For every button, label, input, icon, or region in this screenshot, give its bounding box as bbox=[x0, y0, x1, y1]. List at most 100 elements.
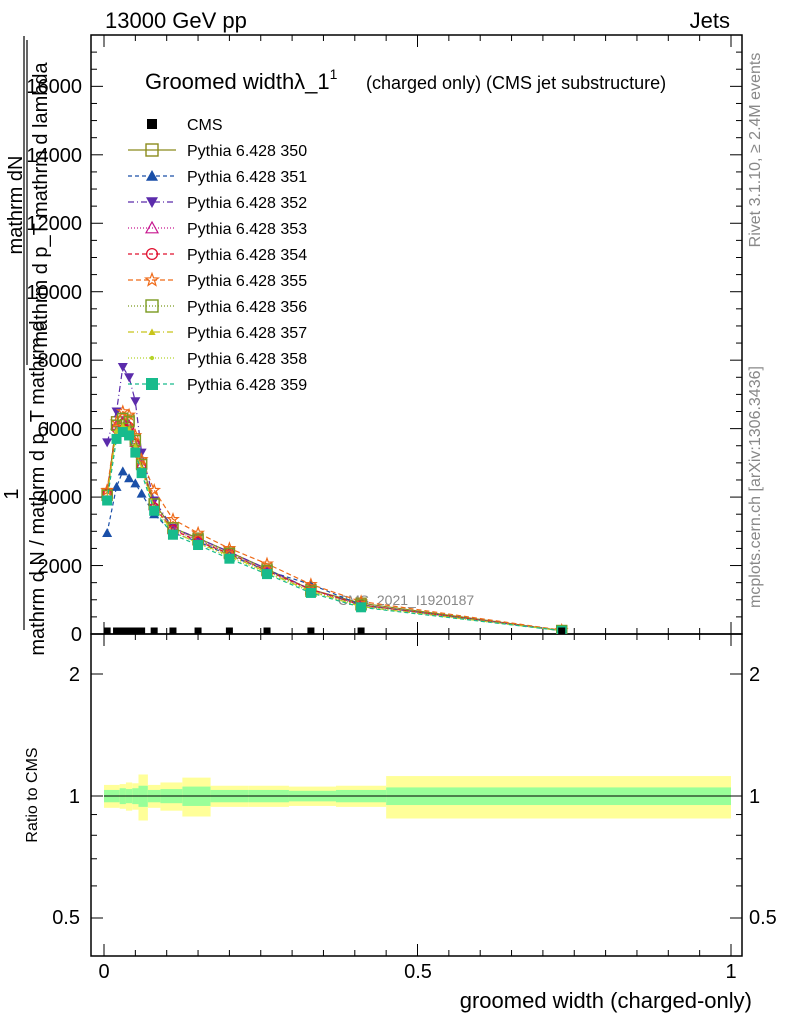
series-9-point bbox=[124, 430, 135, 441]
legend-marker-3 bbox=[144, 220, 160, 234]
series-9-point bbox=[102, 495, 113, 506]
series-1-point bbox=[102, 528, 113, 538]
y-tick-label-4000: 4000 bbox=[38, 487, 83, 509]
legend-entry-5: Pythia 6.428 355 bbox=[128, 271, 307, 290]
legend-marker-7 bbox=[148, 328, 156, 335]
series-9-point bbox=[149, 505, 160, 516]
legend-entry-3: Pythia 6.428 353 bbox=[128, 220, 307, 238]
ratio-y-tick-label-right-2: 2 bbox=[749, 664, 760, 686]
series-1-point bbox=[117, 466, 128, 476]
ratio-y-tick-labels-left: 0.5 1 2 bbox=[52, 664, 80, 929]
y-label-one: 1 bbox=[1, 488, 23, 499]
cms-data-point bbox=[138, 627, 146, 634]
cms-data-points bbox=[103, 627, 566, 634]
x-tick-labels: 0 0.5 1 bbox=[98, 961, 736, 983]
series-5-point bbox=[166, 512, 180, 526]
header-process-label: Jets bbox=[689, 8, 730, 33]
cms-data-point bbox=[263, 627, 271, 634]
main-y-tick-labels: 0 2000 4000 6000 8000 10000 12000 14000 … bbox=[26, 76, 82, 646]
legend-entry-6: Pythia 6.428 356 bbox=[128, 299, 307, 316]
rivet-version-label: Rivet 3.1.10, ≥ 2.4M events bbox=[747, 53, 764, 248]
legend-entry-4: Pythia 6.428 354 bbox=[128, 247, 307, 264]
plot-title: Groomed widthλ_11 bbox=[145, 66, 338, 94]
legend-marker-2 bbox=[146, 197, 158, 208]
y-label-bottom: mathrm d N / mathrm d p_T mathrm d bbox=[27, 320, 49, 655]
ratio-y-tick-label-1: 1 bbox=[69, 786, 80, 808]
series-9-point bbox=[356, 602, 367, 613]
series-2-point bbox=[130, 397, 141, 407]
axis-ticks bbox=[91, 34, 742, 956]
y-tick-label-0: 0 bbox=[71, 624, 82, 646]
cms-data-point bbox=[119, 627, 127, 634]
header-energy-label: 13000 GeV pp bbox=[105, 8, 247, 33]
legend-label-7: Pythia 6.428 357 bbox=[187, 325, 307, 342]
x-tick-label-0: 0 bbox=[98, 961, 109, 983]
series-1-point bbox=[111, 481, 122, 491]
cms-data-point bbox=[125, 627, 133, 634]
series-1-point bbox=[130, 478, 141, 488]
series-1 bbox=[102, 466, 567, 634]
series-2-point bbox=[117, 363, 128, 373]
legend-label-1: Pythia 6.428 351 bbox=[187, 169, 307, 186]
cms-data-point bbox=[194, 627, 202, 634]
series-9-point bbox=[262, 569, 273, 580]
mcplots-label: mcplots.cern.ch [arXiv:1306.3436] bbox=[747, 366, 764, 608]
legend-label-4: Pythia 6.428 354 bbox=[187, 247, 307, 264]
series-line-5 bbox=[106, 410, 562, 631]
legend-entry-2: Pythia 6.428 352 bbox=[128, 195, 307, 212]
legend-label-5: Pythia 6.428 355 bbox=[187, 273, 307, 290]
cms-data-point bbox=[169, 627, 177, 634]
series-9-point bbox=[193, 540, 204, 551]
legend-label-0: Pythia 6.428 350 bbox=[187, 143, 307, 160]
y-tick-label-14000: 14000 bbox=[26, 145, 82, 167]
legend-marker-6 bbox=[145, 299, 159, 313]
series-5 bbox=[100, 404, 569, 634]
ratio-uncertainty-bands bbox=[104, 774, 731, 821]
y-tick-label-2000: 2000 bbox=[38, 556, 83, 578]
series-line-2 bbox=[106, 365, 562, 632]
legend-marker-1 bbox=[146, 170, 158, 181]
cms-data-point bbox=[558, 627, 566, 634]
series-2 bbox=[102, 363, 567, 634]
cms-data-point bbox=[131, 627, 139, 634]
y-label-top-numerator: mathrm dN bbox=[5, 156, 27, 255]
series-line-1 bbox=[106, 470, 562, 632]
series-2-point bbox=[124, 373, 135, 383]
legend-marker-9 bbox=[146, 378, 158, 390]
series-9-point bbox=[111, 433, 122, 444]
ratio-y-tick-label-2: 2 bbox=[69, 664, 80, 686]
y-tick-label-16000: 16000 bbox=[26, 76, 82, 98]
series-9-point bbox=[130, 447, 141, 458]
legend-label-9: Pythia 6.428 359 bbox=[187, 377, 307, 394]
ratio-plot-frame bbox=[90, 633, 743, 957]
series-9-point bbox=[136, 468, 147, 479]
legend-entry-8: Pythia 6.428 358 bbox=[128, 351, 307, 368]
series-line-4 bbox=[106, 422, 562, 632]
legend-entry-7: Pythia 6.428 357 bbox=[128, 325, 307, 342]
legend: CMS Pythia 6.428 350 Pythia 6.428 351 Pythi… bbox=[128, 117, 307, 394]
y-tick-label-6000: 6000 bbox=[38, 419, 83, 441]
y-tick-label-10000: 10000 bbox=[26, 282, 82, 304]
cms-data-point bbox=[103, 627, 111, 634]
legend-entry-cms: CMS bbox=[147, 117, 223, 134]
ratio-y-axis-label: Ratio to CMS bbox=[24, 747, 41, 842]
series-9-point bbox=[167, 529, 178, 540]
cms-data-point bbox=[225, 627, 233, 634]
series-1-point bbox=[136, 488, 147, 498]
series-5-point bbox=[134, 452, 149, 466]
cms-data-point bbox=[357, 627, 365, 634]
legend-label-6: Pythia 6.428 356 bbox=[187, 299, 307, 316]
plot-title-superscript: 1 bbox=[330, 66, 338, 82]
legend-marker-5 bbox=[144, 271, 160, 287]
y-tick-label-12000: 12000 bbox=[26, 213, 82, 235]
legend-marker-0 bbox=[145, 143, 159, 157]
legend-marker-8 bbox=[149, 355, 155, 361]
x-tick-label-1: 1 bbox=[725, 961, 736, 983]
series-5-point bbox=[100, 482, 115, 497]
series-2-point bbox=[102, 438, 113, 448]
legend-label-8: Pythia 6.428 358 bbox=[187, 351, 307, 368]
legend-label-3: Pythia 6.428 353 bbox=[187, 221, 307, 238]
series-line-7 bbox=[106, 424, 562, 632]
cms-data-point bbox=[307, 627, 315, 634]
